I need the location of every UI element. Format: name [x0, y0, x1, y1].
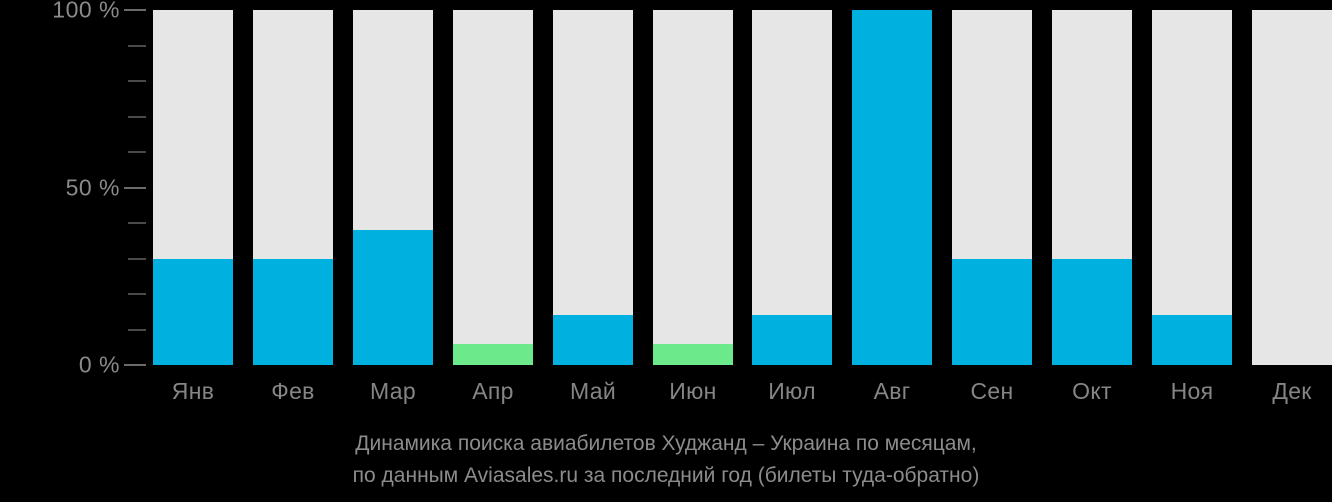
chart-caption: Динамика поиска авиабилетов Худжанд – Ук…: [0, 428, 1332, 492]
bar-column[interactable]: [353, 10, 433, 365]
x-axis-label: Апр: [472, 378, 514, 404]
y-axis-major-tick: [124, 186, 146, 189]
bar: [153, 258, 233, 365]
bar-track: [653, 10, 733, 365]
bar: [752, 315, 832, 365]
x-axis-label: Дек: [1272, 378, 1312, 404]
bar-track: [553, 10, 633, 365]
bar-track: [1252, 10, 1332, 365]
bar-track: [752, 10, 832, 365]
x-axis-label: Янв: [171, 378, 215, 404]
x-axis-label: Мар: [370, 378, 416, 404]
bar-column[interactable]: [1052, 10, 1132, 365]
bar-column[interactable]: [1252, 10, 1332, 365]
bar-column[interactable]: [952, 10, 1032, 365]
y-axis-minor-tick: [128, 293, 146, 295]
bar-column[interactable]: [653, 10, 733, 365]
x-axis: Янв Фев Мар Апр Май Июн Июл Авг Сен Окт Ноя Дек: [153, 378, 1332, 418]
caption-line-1: Динамика поиска авиабилетов Худжанд – Ук…: [355, 432, 977, 455]
x-axis-label: Фев: [271, 378, 315, 404]
y-axis-minor-tick: [128, 151, 146, 153]
y-axis: 0 % 50 % 100 %: [0, 0, 153, 502]
y-axis-minor-tick: [128, 328, 146, 331]
y-axis-minor-tick: [128, 80, 146, 82]
bar: [353, 230, 433, 365]
x-axis-label: Окт: [1072, 378, 1112, 404]
y-axis-minor-tick: [128, 115, 146, 118]
bar-column[interactable]: [153, 10, 233, 365]
bar-column[interactable]: [553, 10, 633, 365]
bar: [1052, 258, 1132, 365]
y-axis-minor-tick: [128, 257, 146, 260]
y-axis-label: 0 %: [78, 351, 120, 378]
y-axis-minor-tick: [128, 44, 146, 47]
bar: [553, 315, 633, 365]
y-axis-minor-tick: [128, 222, 146, 224]
bar: [253, 258, 333, 365]
bar-column[interactable]: [852, 10, 932, 365]
x-axis-label: Май: [570, 378, 616, 404]
bar: [952, 258, 1032, 365]
bar-track: [453, 10, 533, 365]
bar: [1152, 315, 1232, 365]
caption-line-2: по данным Aviasales.ru за последний год …: [352, 464, 980, 487]
x-axis-label: Ноя: [1170, 378, 1214, 404]
y-axis-label: 50 %: [65, 174, 120, 200]
x-axis-label: Июн: [669, 378, 717, 404]
y-axis-major-tick: [124, 364, 146, 366]
bar-track: [1152, 10, 1232, 365]
bar: [852, 10, 932, 365]
bar-column[interactable]: [453, 10, 533, 365]
bar: [453, 343, 533, 365]
bar-column[interactable]: [752, 10, 832, 365]
bar-column[interactable]: [1152, 10, 1232, 365]
y-axis-label: 100 %: [52, 0, 120, 23]
x-axis-label: Июл: [768, 378, 816, 404]
y-axis-major-tick: [124, 9, 146, 11]
bar-column[interactable]: [253, 10, 333, 365]
x-axis-label: Авг: [873, 378, 911, 404]
plot-area: [153, 10, 1332, 365]
bar: [653, 343, 733, 365]
x-axis-label: Сен: [970, 378, 1014, 404]
